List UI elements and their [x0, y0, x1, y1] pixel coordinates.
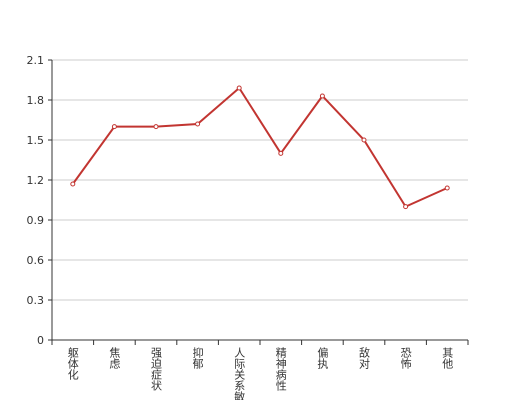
point	[403, 204, 409, 210]
y-tick-label: 1.5	[27, 134, 45, 147]
point	[236, 85, 242, 91]
x-tick-label: 敌对	[358, 346, 371, 369]
x-tick-label: 躯体化	[66, 347, 79, 381]
y-tick-label: 0.9	[27, 214, 45, 227]
y-tick-label: 1.2	[27, 174, 45, 187]
x-tick-label: 恐怖	[399, 347, 412, 369]
point	[195, 121, 201, 127]
x-tick-label: 强迫症状	[150, 347, 163, 391]
x-tick-label: 其他	[441, 347, 454, 369]
point	[361, 137, 367, 143]
x-tick-label: 抑郁	[191, 346, 204, 369]
point	[444, 185, 450, 191]
y-tick-label: 0.3	[27, 294, 45, 307]
line	[71, 86, 448, 208]
x-tick-label: 人际关系敏感	[233, 347, 246, 400]
x-tick-label: 精神病性	[274, 347, 287, 392]
point	[111, 124, 117, 130]
y-tick-label: 0.6	[27, 254, 45, 267]
y-tick-label: 2.1	[27, 54, 45, 67]
x-tick-label: 偏执	[316, 346, 329, 370]
x-tick-label: 焦虑	[108, 347, 121, 369]
point	[153, 124, 159, 130]
point	[319, 93, 325, 99]
y-tick-label: 1.8	[27, 94, 45, 107]
point	[278, 150, 284, 156]
point	[70, 181, 76, 187]
y-tick-label: 0	[37, 334, 44, 347]
